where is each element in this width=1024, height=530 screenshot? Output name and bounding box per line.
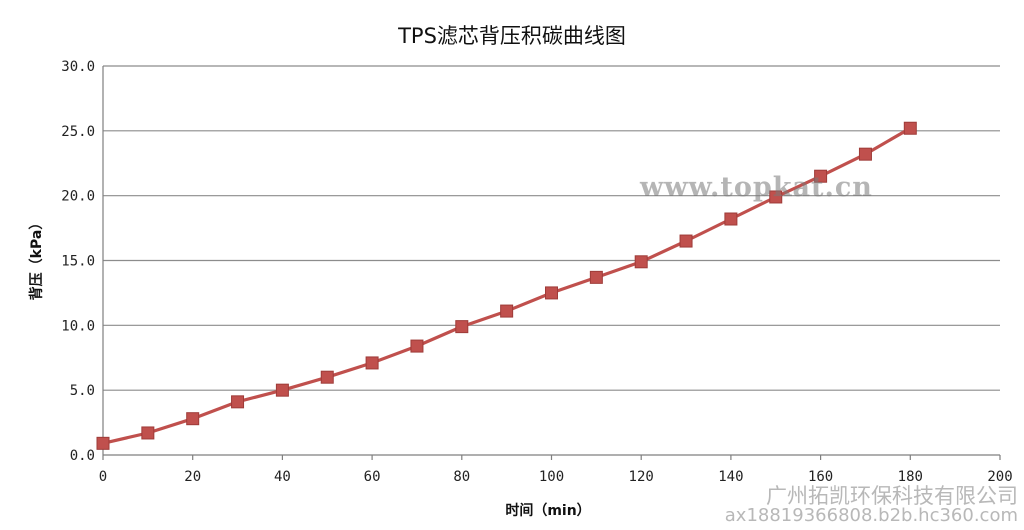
- data-point-marker: [679, 234, 693, 248]
- data-point-marker: [545, 286, 558, 300]
- x-tick-label: 120: [629, 469, 654, 485]
- data-point-marker: [814, 169, 828, 183]
- y-tick-label: 30.0: [61, 59, 95, 75]
- y-tick-label: 15.0: [61, 254, 95, 270]
- x-tick-label: 100: [539, 469, 564, 485]
- x-axis-label: 时间（min）: [505, 503, 591, 519]
- data-point-marker: [589, 270, 603, 284]
- watermark-company: 广州拓凯环保科技有限公司: [766, 484, 1018, 508]
- x-tick-label: 160: [808, 469, 833, 485]
- data-point-marker: [186, 412, 200, 426]
- x-tick-label: 40: [274, 469, 291, 485]
- chart-title: TPS滤芯背压积碳曲线图: [398, 24, 626, 48]
- watermark-site: www.topkat.cn: [640, 172, 873, 203]
- data-point-marker: [141, 426, 155, 440]
- data-point-marker: [275, 383, 289, 397]
- watermark-url: ax18819366808.b2b.hc360.com: [724, 505, 1018, 526]
- x-tick-label: 60: [364, 469, 381, 485]
- data-point-marker: [231, 395, 245, 409]
- data-point-marker: [858, 147, 872, 161]
- data-point-marker: [410, 339, 424, 353]
- y-tick-label: 25.0: [61, 124, 95, 140]
- y-axis-label: 背压（kPa）: [29, 215, 45, 301]
- data-point-marker: [365, 356, 379, 370]
- y-tick-label: 0.0: [70, 448, 95, 464]
- data-point-marker: [724, 212, 738, 226]
- y-tick-label: 20.0: [61, 189, 95, 205]
- data-point-marker: [903, 121, 917, 135]
- x-tick-label: 200: [987, 469, 1012, 485]
- y-tick-label: 10.0: [61, 318, 95, 334]
- data-point-marker: [500, 304, 514, 318]
- data-point-marker: [96, 436, 110, 450]
- x-tick-label: 180: [898, 469, 923, 485]
- x-tick-label: 80: [453, 469, 470, 485]
- x-tick-label: 140: [718, 469, 743, 485]
- data-point-marker: [769, 190, 783, 204]
- data-point-marker: [320, 370, 334, 384]
- x-tick-label: 20: [184, 469, 201, 485]
- data-point-marker: [455, 320, 469, 334]
- x-tick-label: 0: [99, 469, 107, 485]
- y-tick-label: 5.0: [70, 383, 95, 399]
- data-point-marker: [634, 255, 648, 269]
